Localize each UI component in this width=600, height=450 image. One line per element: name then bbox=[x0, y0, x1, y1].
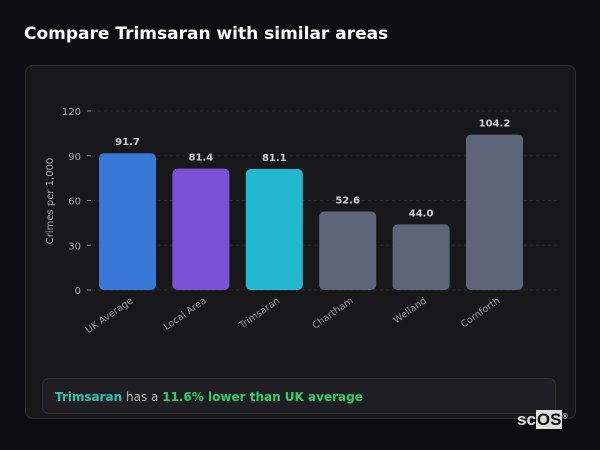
x-tick-label: UK Average bbox=[84, 295, 136, 336]
y-tick-label: 60 bbox=[68, 197, 81, 208]
y-tick-label: 120 bbox=[62, 107, 81, 118]
bar-chartham bbox=[319, 211, 377, 290]
summary-text: has a bbox=[122, 390, 163, 404]
data-label: 81.1 bbox=[262, 153, 287, 164]
bar-local-area bbox=[172, 168, 230, 290]
bar-trimsaran bbox=[245, 169, 303, 290]
x-tick-label: Trimsaran bbox=[237, 295, 282, 331]
bar-welland bbox=[392, 224, 450, 290]
y-tick-label: 0 bbox=[75, 286, 81, 297]
page-title: Compare Trimsaran with similar areas bbox=[24, 24, 389, 44]
x-tick-label: Chartham bbox=[310, 295, 355, 331]
data-label: 44.0 bbox=[409, 208, 434, 219]
summary-area: Trimsaran bbox=[55, 390, 123, 404]
data-label: 91.7 bbox=[115, 137, 140, 148]
x-tick-label: Local Area bbox=[162, 295, 209, 332]
data-label: 81.4 bbox=[189, 153, 214, 164]
summary-box: Trimsaran has a 11.6% lower than UK aver… bbox=[42, 378, 556, 414]
y-tick-label: 30 bbox=[68, 241, 81, 252]
summary-comparison: 11.6% lower than UK average bbox=[162, 390, 363, 404]
logo: scOS® bbox=[517, 410, 568, 429]
y-axis-label: Crimes per 1,000 bbox=[45, 158, 56, 245]
data-label: 104.2 bbox=[479, 119, 511, 130]
data-label: 52.6 bbox=[335, 196, 360, 207]
bar-cornforth bbox=[466, 134, 523, 290]
bar-uk-average bbox=[99, 153, 156, 290]
x-tick-label: Welland bbox=[392, 295, 429, 326]
x-tick-label: Cornforth bbox=[459, 295, 502, 330]
y-tick-label: 90 bbox=[68, 152, 81, 163]
